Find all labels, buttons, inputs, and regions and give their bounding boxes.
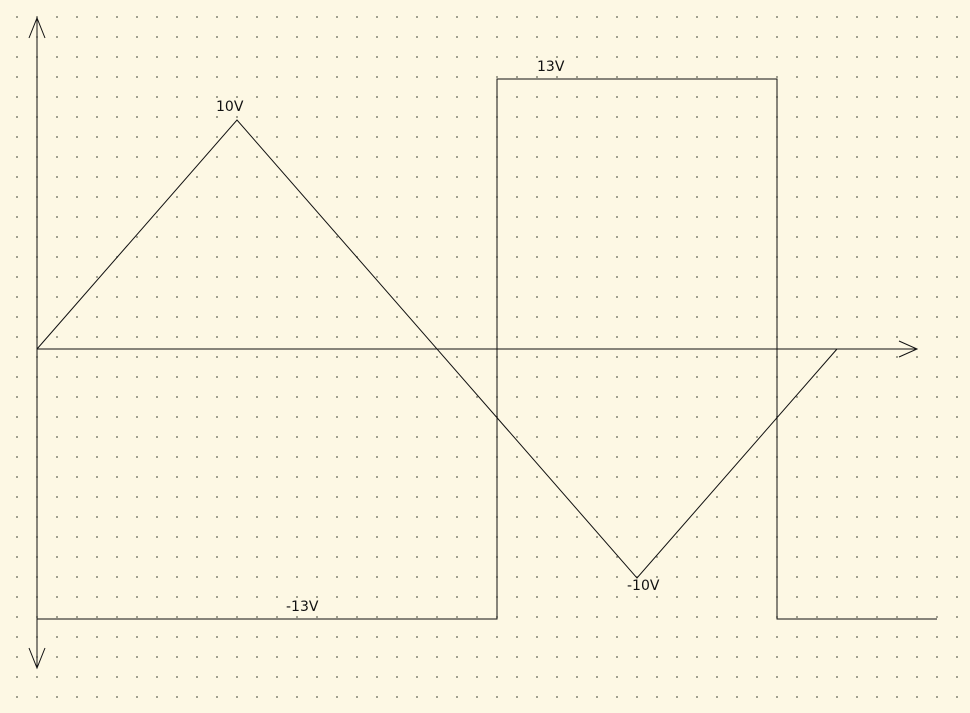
triangle-wave xyxy=(36,119,838,579)
square-low-label: -13V xyxy=(286,599,319,615)
vertical-axis xyxy=(28,16,46,670)
triangle-trough-label: -10V xyxy=(627,578,660,594)
square-high-label: 13V xyxy=(537,59,565,75)
horizontal-axis xyxy=(37,340,919,358)
square-wave xyxy=(37,78,937,620)
triangle-peak-label: 10V xyxy=(216,99,244,115)
